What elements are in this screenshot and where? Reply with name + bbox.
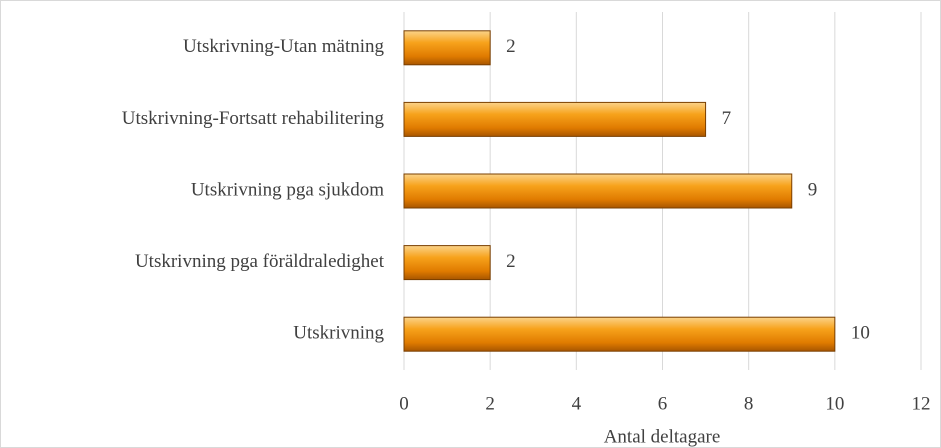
bar	[403, 245, 491, 281]
x-tick-label: 0	[399, 393, 409, 414]
data-label: 10	[851, 323, 870, 344]
y-tick-label: Utskrivning	[293, 323, 384, 344]
x-tick-label: 2	[485, 393, 495, 414]
y-tick-label: Utskrivning-Utan mätning	[183, 36, 385, 57]
bar	[403, 173, 793, 209]
x-tick-label: 10	[825, 393, 844, 414]
y-tick-label: Utskrivning-Fortsatt rehabilitering	[122, 108, 385, 129]
y-tick-label: Utskrivning pga sjukdom	[191, 179, 384, 200]
data-label: 2	[506, 251, 515, 272]
data-label: 7	[722, 108, 732, 129]
grid: 0 2 4 6 8 10 12	[399, 12, 931, 414]
x-tick-label: 8	[744, 393, 754, 414]
data-label: 2	[506, 36, 515, 57]
bar	[403, 316, 836, 352]
x-axis-label: Antal deltagare	[604, 426, 721, 447]
bar	[403, 101, 707, 137]
data-label: 9	[808, 179, 818, 200]
x-tick-label: 4	[572, 393, 582, 414]
x-tick-label: 12	[912, 393, 931, 414]
marks: Utskrivning-Utan mätning 2 Utskrivning-For…	[122, 30, 870, 352]
y-tick-label: Utskrivning pga föräldraledighet	[135, 251, 385, 272]
bar	[403, 30, 491, 66]
x-tick-label: 6	[658, 393, 668, 414]
